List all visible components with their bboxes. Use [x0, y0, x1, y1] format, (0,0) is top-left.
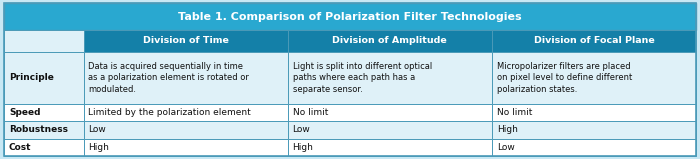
Bar: [83, 104, 288, 121]
Bar: [492, 104, 696, 121]
Text: High: High: [293, 143, 314, 152]
Bar: [288, 139, 492, 156]
Text: Division of Amplitude: Division of Amplitude: [332, 37, 447, 45]
Bar: [492, 52, 696, 104]
Text: Micropolarizer filters are placed
on pixel level to define different
polarizatio: Micropolarizer filters are placed on pix…: [497, 62, 632, 94]
Text: High: High: [497, 125, 517, 135]
Bar: [492, 121, 696, 139]
Text: Limited by the polarization element: Limited by the polarization element: [88, 108, 251, 117]
Text: Data is acquired sequentially in time
as a polarization element is rotated or
mo: Data is acquired sequentially in time as…: [88, 62, 249, 94]
Text: High: High: [88, 143, 109, 152]
Bar: [4, 3, 696, 30]
Text: Robustness: Robustness: [9, 125, 68, 135]
Text: Light is split into different optical
paths where each path has a
separate senso: Light is split into different optical pa…: [293, 62, 432, 94]
Bar: [83, 30, 288, 52]
Text: No limit: No limit: [497, 108, 532, 117]
Bar: [83, 52, 288, 104]
Text: Speed: Speed: [9, 108, 41, 117]
Bar: [288, 121, 492, 139]
Text: Principle: Principle: [9, 73, 54, 83]
Bar: [4, 52, 83, 104]
Bar: [4, 104, 83, 121]
Bar: [4, 30, 83, 52]
Bar: [83, 139, 288, 156]
Bar: [288, 104, 492, 121]
Text: Low: Low: [293, 125, 310, 135]
Text: No limit: No limit: [293, 108, 328, 117]
Bar: [492, 30, 696, 52]
Text: Cost: Cost: [9, 143, 32, 152]
Text: Low: Low: [497, 143, 514, 152]
Text: Division of Time: Division of Time: [143, 37, 229, 45]
Bar: [492, 139, 696, 156]
Bar: [4, 121, 83, 139]
Bar: [83, 121, 288, 139]
Bar: [4, 139, 83, 156]
Text: Low: Low: [88, 125, 106, 135]
Bar: [288, 52, 492, 104]
Bar: [288, 30, 492, 52]
Text: Division of Focal Plane: Division of Focal Plane: [533, 37, 654, 45]
Text: Table 1. Comparison of Polarization Filter Technologies: Table 1. Comparison of Polarization Filt…: [178, 11, 522, 21]
